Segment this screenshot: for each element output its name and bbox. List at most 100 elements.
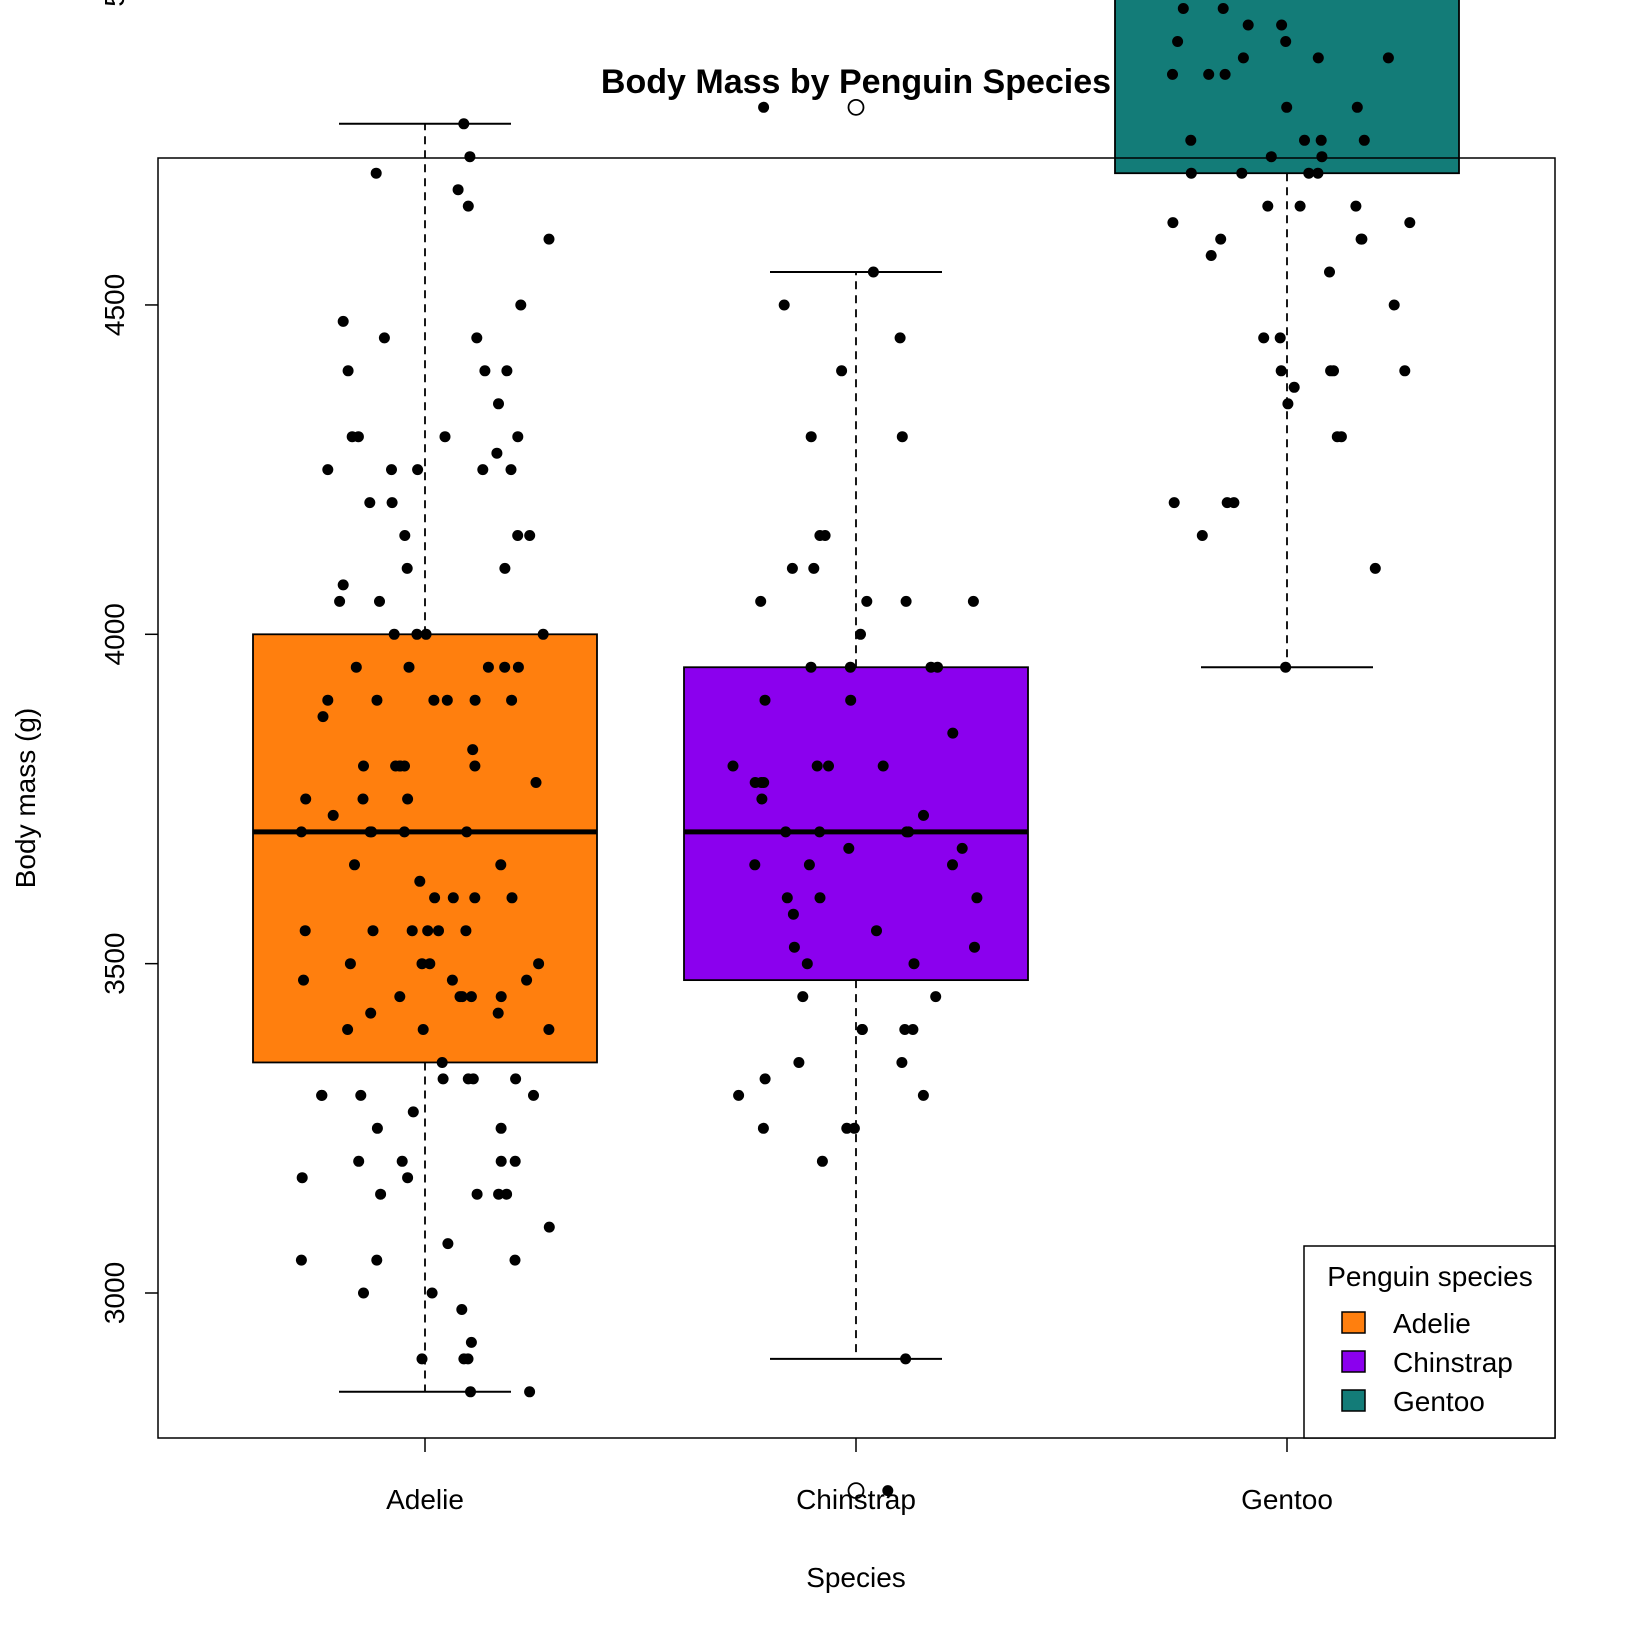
data-point [814,892,826,904]
data-point [501,1188,513,1200]
data-point [465,991,477,1003]
data-point [1236,167,1248,179]
data-point [364,826,376,838]
data-point [371,694,383,706]
data-point [1335,431,1347,443]
y-tick-label: 3000 [99,1262,130,1324]
data-point [411,628,423,640]
data-point [407,1106,419,1118]
data-point [399,760,410,772]
data-point [900,595,912,607]
data-point [1265,151,1277,163]
data-point [805,431,817,443]
data-point [437,1073,449,1085]
data-point [501,365,513,377]
data-point [471,332,483,344]
data-point [1351,101,1363,113]
data-point [402,1172,414,1184]
data-point [464,151,476,163]
data-point [447,892,459,904]
data-point [823,760,834,772]
data-point [861,595,873,607]
data-point [388,628,400,640]
data-point [515,299,527,311]
data-point [755,595,767,607]
data-point [1205,250,1217,261]
data-point [801,958,813,970]
data-point [371,1254,383,1266]
data-point [416,1353,428,1365]
data-point [477,464,489,476]
data-point [521,974,533,986]
data-point [370,167,382,179]
data-point [1280,661,1292,673]
data-point [899,1024,911,1035]
data-point [367,925,379,937]
data-point [778,299,790,311]
outlier-point [847,98,865,116]
data-point [793,1057,805,1068]
data-point [816,1155,828,1167]
data-point [1358,134,1370,146]
data-point [882,1485,894,1497]
data-point [1369,562,1381,574]
data-point [1275,365,1287,377]
data-point [836,365,848,377]
data-point [446,974,458,986]
data-point [420,628,432,640]
data-point [896,431,908,443]
data-point [1316,151,1328,163]
data-point [471,1188,483,1200]
x-tick-label: Chinstrap [796,1484,916,1515]
box-chinstrap [683,98,1029,1500]
data-point [1312,52,1324,64]
outlier-point [847,1482,865,1500]
data-point [441,694,453,706]
data-point [930,991,942,1003]
data-point [1404,217,1416,229]
y-tick-label: 3500 [99,933,130,995]
data-point [780,826,792,838]
data-point [506,892,518,904]
data-point [956,842,968,854]
data-point [787,908,799,920]
data-point [755,777,767,788]
data-point [848,1122,860,1134]
data-point [1294,200,1306,212]
data-point [877,760,889,772]
data-point [358,760,369,772]
data-point [1356,233,1368,245]
data-point [442,1238,454,1250]
data-point [797,991,809,1003]
data-point [1303,167,1315,179]
data-point [543,233,555,245]
box-gentoo [1114,0,1460,669]
data-point [855,628,866,640]
data-point [918,809,929,821]
data-point [733,1089,745,1101]
data-point [1262,200,1274,212]
data-point [460,925,472,937]
data-point [759,694,771,706]
data-point [808,562,820,574]
data-point [374,595,385,607]
data-point [386,464,397,476]
data-point [543,1024,555,1035]
data-point [358,1287,369,1299]
y-tick-label: 4000 [99,603,130,665]
data-point [1282,398,1294,410]
data-point [375,1188,387,1200]
data-point [342,1024,354,1035]
y-axis: 3000350040004500500055006000 [99,0,158,1324]
data-point [492,1007,504,1019]
data-point [491,447,503,459]
data-point [334,595,346,607]
data-point [1276,19,1288,31]
data-point [469,694,481,706]
data-point [396,1155,408,1167]
data-point [805,661,817,673]
data-point [426,1287,438,1299]
legend-swatch [1341,1389,1366,1412]
data-point [398,826,410,838]
data-point [1281,101,1293,113]
